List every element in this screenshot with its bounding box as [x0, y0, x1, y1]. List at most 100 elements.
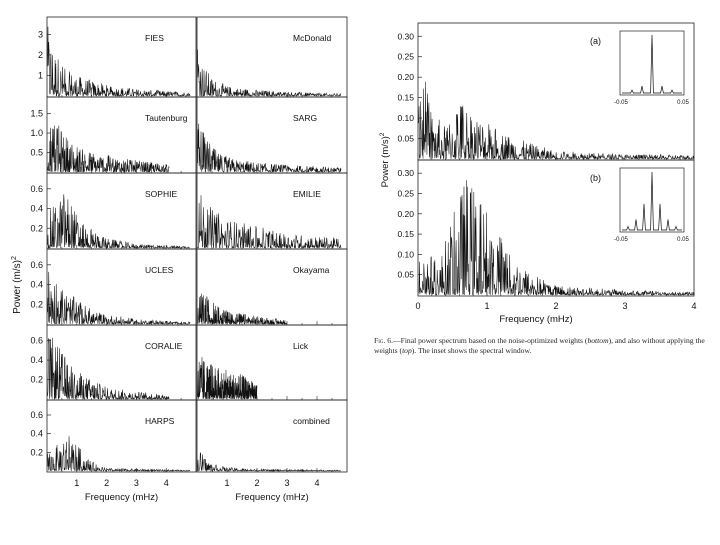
panel-combined: combined	[196, 399, 348, 473]
caption-em-top: top	[402, 346, 412, 355]
y-tick-label: 0.15	[397, 93, 414, 103]
caption-text-1: —Final power spectrum based on the noise…	[393, 336, 588, 345]
spectrum-lick	[197, 357, 258, 401]
y-tick-label: 1	[38, 70, 43, 80]
y-tick-label: 0.10	[397, 113, 414, 123]
x-tick-label: 3	[134, 478, 139, 488]
inset-x-tick-label: -0.05	[614, 237, 628, 243]
y-tick-label: 0.2	[30, 223, 43, 233]
spectrum-combined	[197, 452, 342, 473]
spectrum-emilie	[197, 195, 342, 249]
panel-frame	[196, 399, 348, 473]
panel-b-label: (b)	[590, 173, 601, 183]
panel-b: 0.05 0.10 0.15 0.20 0.25 0.30 (b) -0.05 0.05	[397, 159, 695, 297]
spectrum-harps	[47, 436, 191, 473]
y-tick-label: 2	[38, 50, 43, 60]
spectrum-sarg	[197, 123, 342, 174]
inset-window-curve	[622, 34, 682, 94]
y-tick-label: 0.4	[30, 280, 43, 290]
y-tick-label: 0.05	[397, 134, 414, 144]
caption-text-3: ). The inset shows the spectral window.	[411, 346, 532, 355]
y-axis-label-sup: 2	[11, 256, 18, 260]
panel-frame	[196, 248, 348, 326]
y-tick-label: 0.30	[397, 168, 414, 178]
y-axis-label-left: Power (m/s)2	[11, 256, 23, 314]
panel-sophie: SOPHIE 0.2 0.4 0.6	[30, 172, 197, 250]
y-tick-label: 0.20	[397, 72, 414, 82]
spectrum-sophie	[47, 194, 191, 250]
panel-okayama: Okayama	[196, 248, 348, 326]
spectrum-ucles	[47, 271, 191, 325]
spectrum-mcdonald	[197, 49, 342, 97]
y-tick-label: 0.4	[30, 429, 43, 439]
y-tick-label: 1.0	[30, 128, 43, 138]
panel-tautenburg: Tautenburg 0.5 1.0 1.5	[30, 96, 197, 174]
spectrum-okayama	[197, 293, 288, 326]
y-tick-label: 0.25	[397, 188, 414, 198]
y-tick-label: 0.05	[397, 270, 414, 280]
panel-label: Okayama	[293, 265, 330, 275]
y-tick-label: 0.6	[30, 260, 43, 270]
panel-lick: Lick	[196, 324, 348, 401]
caption-text-2: ), and also without applying the weights…	[374, 336, 705, 355]
right-x-tick-label: 0	[415, 301, 420, 311]
panel-a-label: (a)	[590, 36, 601, 46]
panel-b-spectrum	[418, 180, 695, 297]
caption-fig-label: Fig. 6.	[374, 336, 393, 345]
panel-frame	[46, 399, 197, 473]
panel-emilie: EMILIE	[196, 172, 348, 250]
y-tick-label: 0.2	[30, 299, 43, 309]
panel-label: HARPS	[145, 416, 175, 426]
right-y-axis-label: Power (m/s)2	[379, 132, 391, 187]
x-tick-label: 2	[254, 478, 259, 488]
figure-caption: Fig. 6.—Final power spectrum based on th…	[374, 336, 710, 356]
right-x-tick-label: 1	[484, 301, 489, 311]
y-tick-label: 0.4	[30, 355, 43, 365]
right-y-axis-label-sup: 2	[379, 132, 386, 136]
panel-harps: HARPS 0.2 0.4 0.6	[30, 399, 197, 473]
y-tick-label: 0.15	[397, 229, 414, 239]
inset-x-tick-label: -0.05	[614, 100, 628, 106]
panel-frame	[46, 16, 197, 98]
panel-label: UCLES	[145, 265, 174, 275]
x-tick-label: 4	[314, 478, 319, 488]
y-tick-label: 0.10	[397, 249, 414, 259]
panel-label: Lick	[293, 341, 309, 351]
x-tick-label: 4	[164, 478, 169, 488]
panel-label: combined	[293, 416, 330, 426]
right-x-tick-label: 2	[553, 301, 558, 311]
panel-coralie: CORALIE 0.2 0.4 0.6	[30, 324, 197, 401]
inset-x-tick-label: 0.05	[677, 237, 689, 243]
y-tick-label: 0.4	[30, 204, 43, 214]
panel-fies: FIES 1 2 3	[38, 16, 197, 98]
y-tick-label: 0.6	[30, 336, 43, 346]
panel-a-inset: -0.05 0.05	[614, 30, 689, 106]
y-tick-label: 0.2	[30, 375, 43, 385]
panel-label: EMILIE	[293, 189, 321, 199]
y-tick-label: 0.25	[397, 52, 414, 62]
x-axis-label-right: Frequency (mHz)	[235, 492, 308, 503]
panel-mcdonald: McDonald	[196, 16, 348, 98]
y-tick-label: 0.5	[30, 148, 43, 158]
panel-label: McDonald	[293, 33, 332, 43]
x-axis-label-left: Frequency (mHz)	[85, 492, 158, 503]
x-tick-label: 2	[104, 478, 109, 488]
panel-a-spectrum	[418, 81, 695, 160]
panel-label: SOPHIE	[145, 189, 177, 199]
caption-em-bottom: bottom	[587, 336, 609, 345]
inset-x-tick-label: 0.05	[677, 100, 689, 106]
panel-sarg: SARG	[196, 96, 348, 174]
y-tick-label: 1.5	[30, 109, 43, 119]
panel-b-inset: -0.05 0.05	[614, 167, 689, 243]
panel-frame	[46, 248, 197, 326]
y-tick-label: 0.20	[397, 209, 414, 219]
x-tick-label: 1	[74, 478, 79, 488]
panel-label: FIES	[145, 33, 164, 43]
right-x-tick-label: 4	[691, 301, 696, 311]
panel-a: 0.05 0.10 0.15 0.20 0.25 0.30 (a) -0.05 0.05	[397, 22, 695, 161]
panel-label: Tautenburg	[145, 113, 188, 123]
y-tick-label: 3	[38, 29, 43, 39]
spectrum-tautenburg	[47, 125, 170, 173]
